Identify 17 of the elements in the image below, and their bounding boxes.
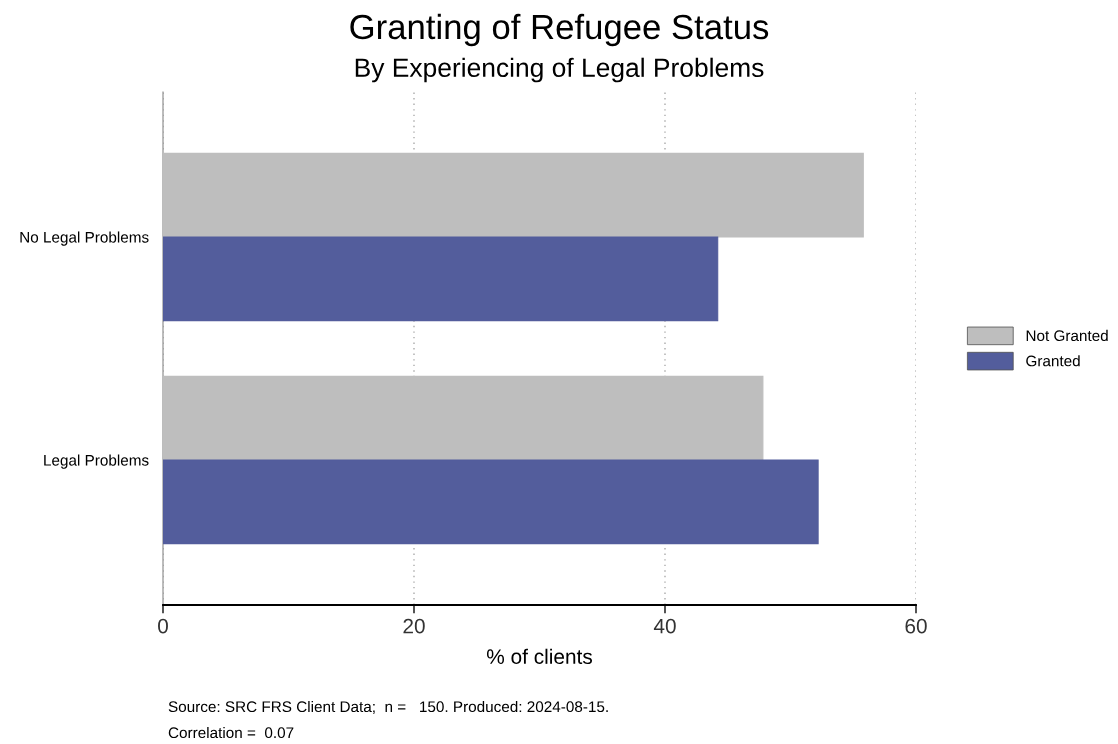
y-tick-label: Legal Problems (44, 454, 149, 469)
bar (163, 152, 864, 238)
x-tick-label: 20 (403, 618, 425, 634)
x-tick-label: 60 (905, 618, 927, 634)
bar (163, 236, 719, 322)
legend-label: Granted (1026, 355, 1080, 367)
chart-title: Granting of Refugee Status (350, 13, 769, 47)
source-note: Source: SRC FRS Client Data; n = 150. Produced: 2024-08-15. (168, 700, 608, 714)
bar (163, 459, 819, 545)
chart-subtitle: By Experiencing of Legal Problems (355, 57, 764, 83)
x-tick-label: 0 (158, 618, 168, 634)
legend-label: Not Granted (1026, 329, 1108, 342)
x-tick-label: 40 (653, 618, 676, 634)
y-tick-label: No Legal Problems (20, 231, 149, 246)
bar (163, 375, 764, 461)
text: Correlation = 0.07 (168, 726, 294, 739)
x-axis-title: % of clients (486, 648, 593, 665)
